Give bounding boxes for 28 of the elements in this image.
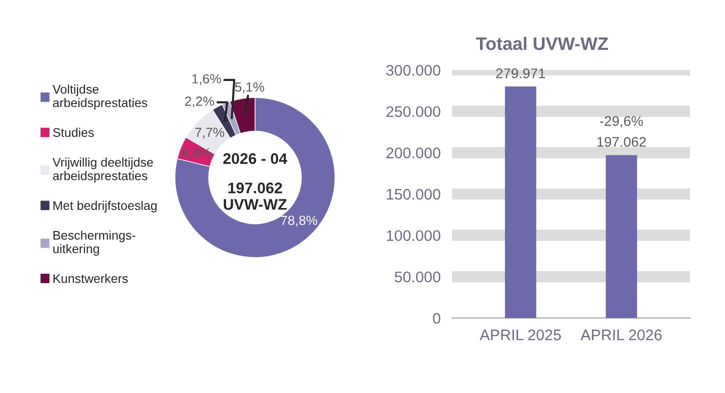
- x-tick-label: APRIL 2026: [580, 330, 662, 340]
- data-label: 2,2%: [185, 96, 214, 108]
- y-tick-label: 150.000: [386, 188, 440, 200]
- data-label: 4,6%: [182, 148, 211, 159]
- data-label: 7,7%: [195, 128, 224, 139]
- chart-title: Totaal UVW-WZ: [476, 36, 608, 50]
- text: 197.062 UVW-WZ: [224, 182, 287, 210]
- donut-slice: [174, 97, 336, 258]
- annotation: -29,6%: [600, 116, 643, 128]
- y-tick-label: 200.000: [386, 148, 440, 158]
- data-label: 5,1%: [235, 82, 264, 94]
- data-label: 197.062: [597, 136, 646, 147]
- y-tick-label: 250.000: [386, 106, 440, 118]
- x-tick-label: APRIL 2025: [480, 330, 561, 340]
- legend-label: Kunstwerkers: [54, 274, 128, 283]
- legend-label: Beschermings- uitkering: [53, 230, 136, 256]
- data-label: 279.971: [496, 68, 546, 78]
- y-tick-label: 100.000: [386, 230, 440, 242]
- y-tick-label: 0: [432, 312, 440, 324]
- data-label: 1,6%: [192, 74, 221, 85]
- data-label: 78,8%: [280, 216, 318, 227]
- legend-label: Vrijwillig deeltijdse arbeidsprestaties: [52, 158, 153, 183]
- legend-label: Met bedrijfstoeslag: [54, 200, 157, 212]
- legend-label: Voltijdse arbeidsprestaties: [52, 84, 148, 110]
- text: 2026 - 04: [223, 153, 288, 164]
- y-tick-label: 300.000: [386, 64, 440, 76]
- y-tick-label: 50.000: [394, 272, 440, 282]
- legend-label: Studies: [53, 128, 94, 137]
